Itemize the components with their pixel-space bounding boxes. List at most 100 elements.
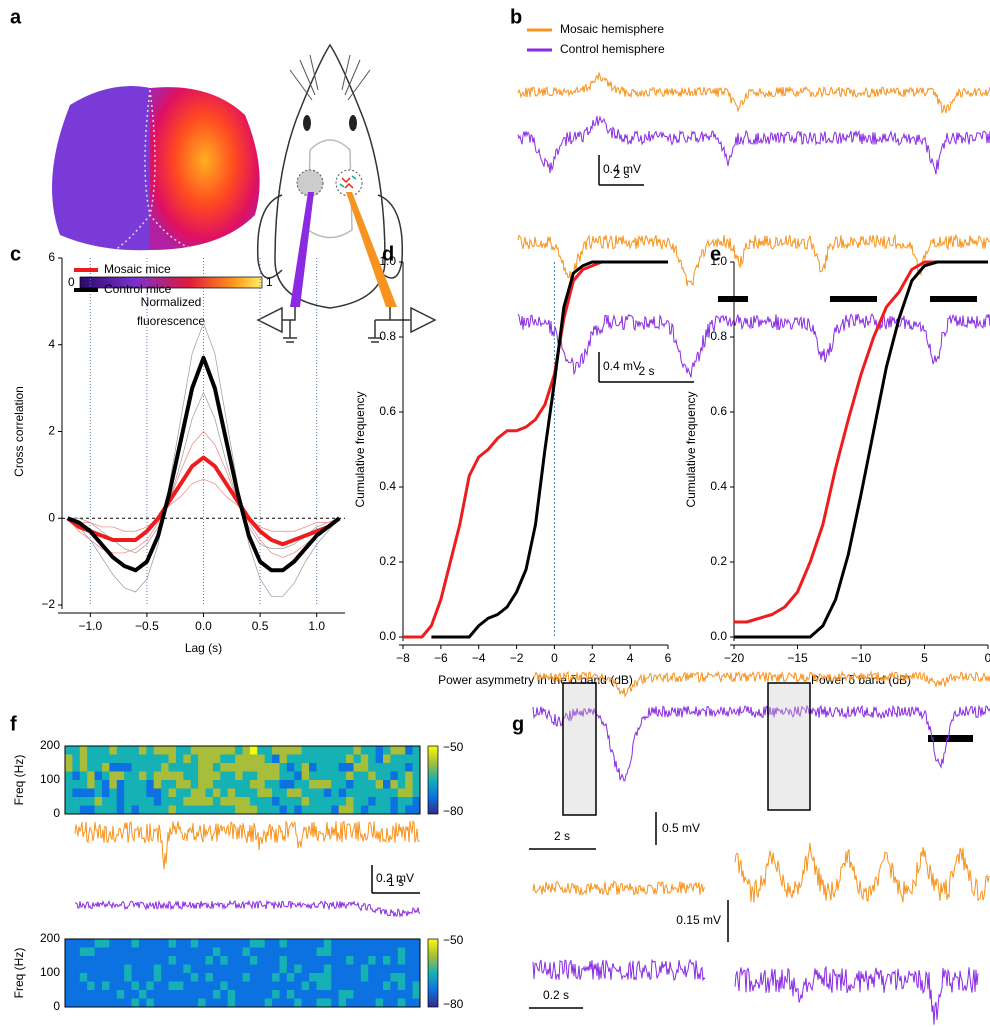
spectrogram-cell [397,947,406,957]
spectrogram-cell [383,746,391,755]
spectrogram-cell [175,964,184,974]
spectrogram-cell [301,797,310,806]
trace [532,704,990,782]
panel-label: c [10,243,21,265]
spectrogram-cell [331,763,340,772]
spectrogram-cell [220,805,229,815]
spectrogram-cell [109,746,118,755]
spectrogram-cell [286,797,295,806]
spectrogram-cell [368,754,377,764]
spectrogram-cell [212,964,221,974]
spectrogram-cell [87,998,96,1008]
spectrogram-cell [346,788,354,798]
spectrogram-cell [249,956,258,965]
spectrogram-cell [65,956,73,965]
spectrogram-cell [316,771,325,781]
spectrogram-cell [346,981,354,991]
spectrogram-cell [353,939,362,948]
spectrogram-cell [227,788,236,798]
spectrogram-cell [138,763,147,772]
spectrogram-cell [316,763,325,772]
spectrogram-cell [242,956,251,965]
spectrogram-cell [353,973,362,982]
spectrogram-cell [205,746,214,755]
spectrogram-cell [353,805,362,815]
spectrogram-cell [294,746,303,755]
spectrogram-cell [294,788,303,798]
spectrogram-cell [272,964,280,974]
spectrogram-cell [212,780,221,789]
x-tick-label: −2 [510,651,524,665]
spectrogram-cell [309,981,317,991]
spectrogram-cell [205,780,214,789]
spectrogram-cell [227,797,236,806]
spectrogram-cell [124,771,133,781]
scale-bar [598,352,694,383]
spectrogram-cell [397,788,406,798]
spectrogram-cell [101,797,110,806]
spectrogram-cell [212,973,221,982]
spectrogram-cell [65,973,73,982]
spectrogram-cell [383,771,391,781]
spectrogram-cell [309,771,317,781]
spectrogram-cell [153,780,162,789]
y-tick-label: 0.4 [710,479,727,493]
spectrogram-cell [257,788,266,798]
spectrogram-cell [286,964,295,974]
trace [74,899,421,918]
spectrogram-cell [79,780,88,789]
spectrogram-cell [331,973,340,982]
spectrogram-cell [235,763,243,772]
scale-bar [598,155,644,186]
spectrogram-cell [198,973,207,982]
spectrogram-cell [405,956,414,965]
spectrogram-cell [190,805,199,815]
spectrogram-cell [153,754,162,764]
spectrogram-cell [153,998,162,1008]
spectrogram-cell [227,964,236,974]
spectrogram-cell [87,939,96,948]
spectrogram-cell [383,981,391,991]
spectrogram-cell [190,981,199,991]
spectrogram-cell [264,788,273,798]
spectrogram-cell [316,947,325,957]
trace [734,965,979,1025]
spectrogram-cell [109,797,118,806]
spectrogram-cell [220,771,229,781]
spectrogram-cell [153,964,162,974]
spectrogram-cell [65,947,73,957]
spectrogram-cell [79,788,88,798]
spectrogram-cell [198,998,207,1008]
spectrogram-cell [227,947,236,957]
spectrogram-cell [331,964,340,974]
y-tick-label: 200 [40,738,60,752]
spectrogram-cell [65,805,73,815]
spectrogram-cell [301,990,310,999]
spectrogram-cell [198,754,207,764]
spectrogram-cell [368,763,377,772]
spectrogram-cell [220,947,229,957]
series-line [734,260,988,639]
spectrogram-cell [131,939,140,948]
spectrogram-cell [272,990,280,999]
spectrogram-cell [279,805,288,815]
spectrogram-cell [249,981,258,991]
spectrogram-cell [249,998,258,1008]
mouse-drawing [256,43,437,343]
spectrogram-cell [190,998,199,1008]
spectrogram-cell [198,771,207,781]
spectrogram-cell [397,990,406,999]
spectrogram-cell [131,990,140,999]
spectrogram-cell [72,973,81,982]
spectrogram-cell [294,754,303,764]
spectrogram-cell [323,754,332,764]
spectrogram-cell [72,947,81,957]
spectrogram-cell [220,956,229,965]
spectrogram-cell [109,771,118,781]
spectrogram-cell [316,780,325,789]
spectrogram-cell [331,939,340,948]
spectrogram-cell [390,998,399,1008]
spectrogram-cell [94,797,103,806]
spectrogram-cell [94,998,103,1008]
spectrogram-cell [309,797,317,806]
